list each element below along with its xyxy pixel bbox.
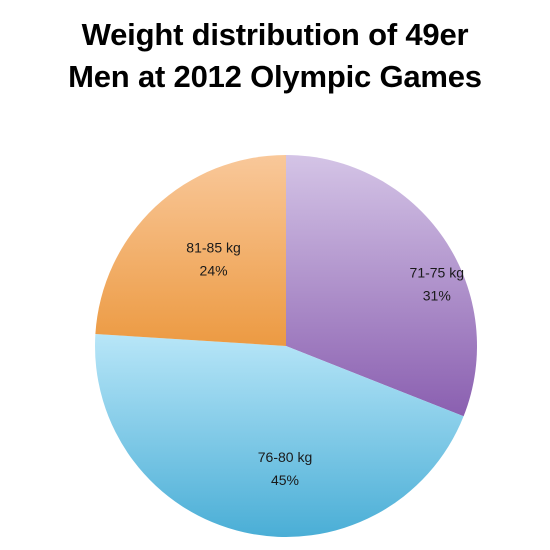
chart-title: Weight distribution of 49er Men at 2012 … bbox=[0, 14, 550, 98]
pie-labels: 71-75 kg 31% 76-80 kg 45% 81-85 kg 24% bbox=[186, 239, 464, 487]
chart-title-line-1: Weight distribution of 49er bbox=[81, 17, 469, 52]
pie-slices bbox=[94, 155, 478, 538]
slice-label-71-75-kg: 71-75 kg bbox=[410, 265, 464, 281]
slice-label-81-85-kg: 81-85 kg bbox=[186, 239, 240, 255]
slice-pct-81-85-kg: 24% bbox=[200, 262, 228, 278]
chart-title-line-2: Men at 2012 Olympic Games bbox=[68, 59, 482, 94]
pie-slice-81-85-kg bbox=[95, 155, 286, 346]
slice-pct-76-80-kg: 45% bbox=[271, 472, 299, 488]
pie-slice-71-75-kg bbox=[286, 155, 478, 417]
slice-pct-71-75-kg: 31% bbox=[423, 288, 451, 304]
slice-label-76-80-kg: 76-80 kg bbox=[258, 449, 312, 465]
pie-slice-76-80-kg bbox=[94, 334, 464, 538]
